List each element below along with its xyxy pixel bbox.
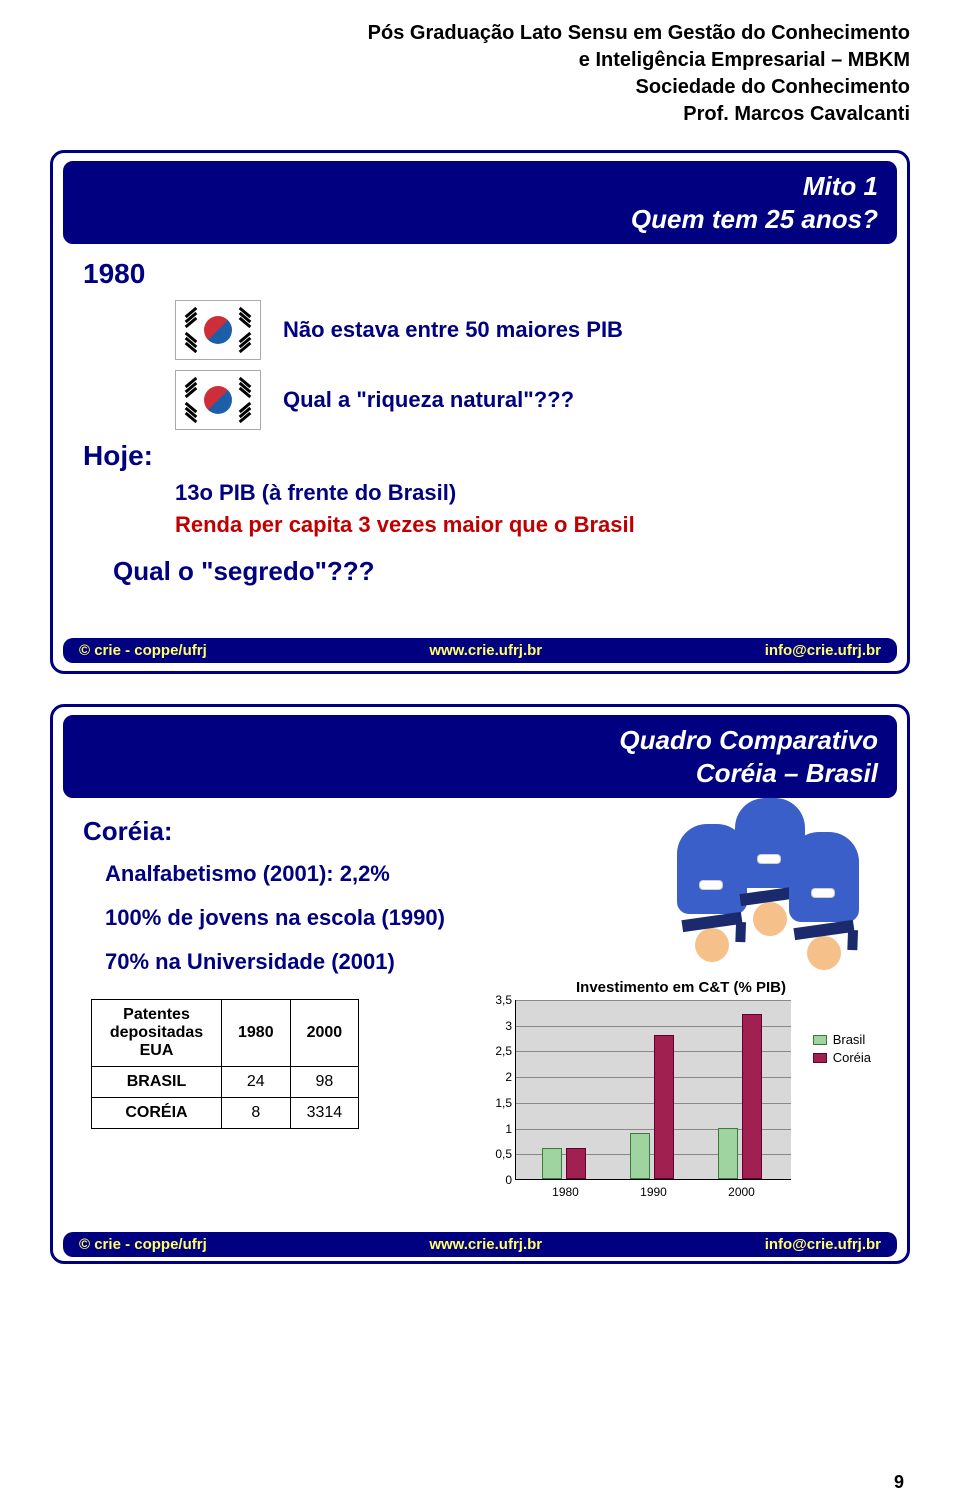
footer-right: info@crie.ufrj.br (765, 1236, 881, 1253)
slide1-text-a: Não estava entre 50 maiores PIB (283, 317, 623, 343)
page-number: 9 (894, 1472, 904, 1493)
chart-title: Investimento em C&T (% PIB) (491, 979, 871, 996)
chart-plot-area: 00,511,522,533,5198019902000 (515, 1000, 791, 1180)
footer-center: www.crie.ufrj.br (429, 642, 542, 659)
footer-left: © crie - coppe/ufrj (79, 642, 207, 659)
korea-flag-icon (175, 370, 261, 430)
bar-brasil (542, 1148, 562, 1179)
slide-title-line: Quadro Comparativo (76, 724, 878, 757)
x-tick: 1990 (640, 1185, 667, 1199)
y-tick: 1 (486, 1122, 512, 1136)
row-coreia-label: CORÉIA (92, 1098, 222, 1129)
korea-flag-icon (175, 300, 261, 360)
bar-coreia (654, 1035, 674, 1179)
legend-coreia: Coréia (813, 1050, 871, 1065)
footer-left: © crie - coppe/ufrj (79, 1236, 207, 1253)
flag-row-1: Não estava entre 50 maiores PIB (175, 300, 877, 360)
bar-brasil (630, 1133, 650, 1179)
cell-brasil-2000: 98 (290, 1067, 359, 1098)
th-1980: 1980 (222, 1000, 291, 1067)
y-tick: 0 (486, 1173, 512, 1187)
slide-1-body: 1980 Não estava entre 50 maiores PIB Qua… (53, 244, 907, 634)
y-tick: 3,5 (486, 993, 512, 1007)
slide-title-line: Quem tem 25 anos? (76, 203, 878, 236)
y-tick: 3 (486, 1019, 512, 1033)
slide1-text-d: Renda per capita 3 vezes maior que o Bra… (175, 512, 877, 538)
slide-2-title: Quadro Comparativo Coréia – Brasil (63, 715, 897, 798)
footer-right: info@crie.ufrj.br (765, 642, 881, 659)
cell-coreia-1980: 8 (222, 1098, 291, 1129)
y-tick: 0,5 (486, 1147, 512, 1161)
y-tick: 2 (486, 1070, 512, 1084)
chart-legend: Brasil Coréia (813, 1029, 871, 1068)
slide-2-body: Coréia: Analfabetismo (2001): 2,2% 100% … (53, 798, 907, 1228)
x-tick: 1980 (552, 1185, 579, 1199)
y-tick: 2,5 (486, 1044, 512, 1058)
header-line: Prof. Marcos Cavalcanti (50, 101, 910, 128)
page-header: Pós Graduação Lato Sensu em Gestão do Co… (0, 0, 960, 138)
hoje-label: Hoje: (83, 440, 877, 472)
row-brasil-label: BRASIL (92, 1067, 222, 1098)
bar-brasil (718, 1128, 738, 1179)
y-tick: 1,5 (486, 1096, 512, 1110)
slide1-text-b: Qual a "riqueza natural"??? (283, 387, 574, 413)
slide-2: Quadro Comparativo Coréia – Brasil Coréi… (50, 704, 910, 1264)
slide-title-line: Mito 1 (76, 170, 878, 203)
investment-chart: Investimento em C&T (% PIB) 00,511,522,5… (491, 979, 871, 1180)
year-1980: 1980 (83, 258, 877, 290)
header-line: Sociedade do Conhecimento (50, 74, 910, 101)
bar-coreia (742, 1014, 762, 1179)
slide-2-footer: © crie - coppe/ufrj www.crie.ufrj.br inf… (63, 1232, 897, 1257)
th-patentes: Patentes depositadas EUA (92, 1000, 222, 1067)
legend-brasil: Brasil (813, 1032, 871, 1047)
slide1-segredo: Qual o "segredo"??? (113, 556, 877, 587)
slide-1-footer: © crie - coppe/ufrj www.crie.ufrj.br inf… (63, 638, 897, 663)
patents-table: Patentes depositadas EUA 1980 2000 BRASI… (91, 999, 359, 1129)
cell-coreia-2000: 3314 (290, 1098, 359, 1129)
th-2000: 2000 (290, 1000, 359, 1067)
slide1-text-c: 13o PIB (à frente do Brasil) (175, 480, 877, 506)
x-tick: 2000 (728, 1185, 755, 1199)
header-line: e Inteligência Empresarial – MBKM (50, 47, 910, 74)
cell-brasil-1980: 24 (222, 1067, 291, 1098)
bar-coreia (566, 1148, 586, 1179)
footer-center: www.crie.ufrj.br (429, 1236, 542, 1253)
header-line: Pós Graduação Lato Sensu em Gestão do Co… (50, 20, 910, 47)
slide-1-title: Mito 1 Quem tem 25 anos? (63, 161, 897, 244)
slide-title-line: Coréia – Brasil (76, 757, 878, 790)
flag-row-2: Qual a "riqueza natural"??? (175, 370, 877, 430)
slide-1: Mito 1 Quem tem 25 anos? 1980 Não estava… (50, 150, 910, 674)
